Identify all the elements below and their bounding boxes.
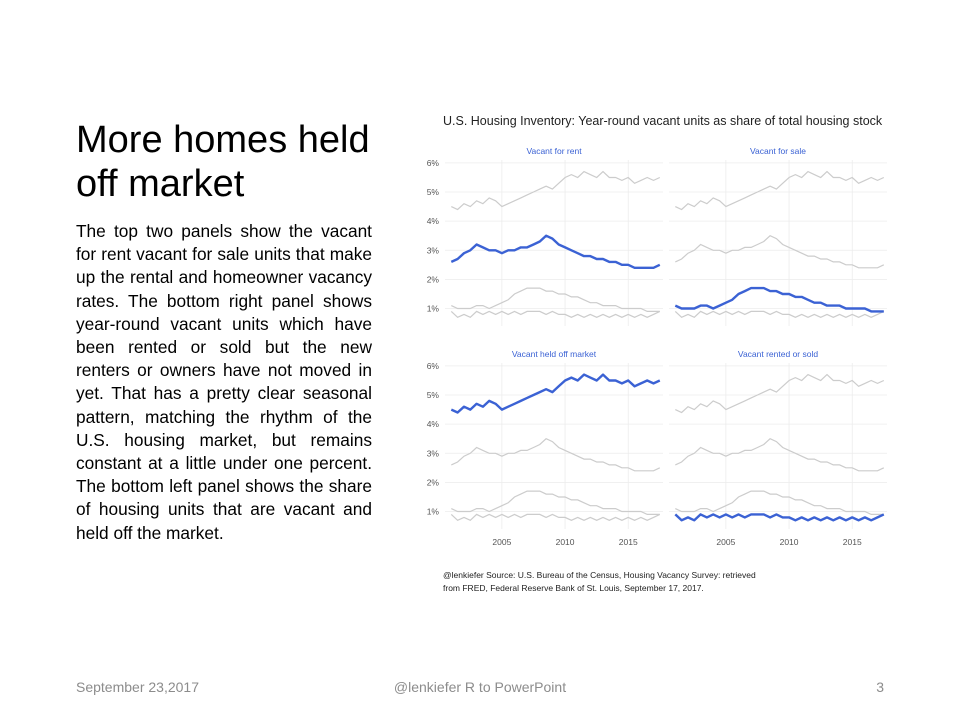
vacant-for-rent-highlight-line [450,234,661,270]
vacant-for-rent-ytick-1: 1% [427,304,440,314]
vacant-rented-or-sold-xtick-2015: 2015 [843,537,862,547]
vacant-rented-or-sold-xtick-2010: 2010 [780,537,799,547]
vacant-for-rent-ytick-2: 2% [427,274,440,284]
vacant-for-rent-panel-title: Vacant for rent [526,146,582,156]
vacant-held-off-market-ytick-5: 5% [427,390,440,400]
vacant-for-sale-highlight-line [674,286,884,313]
vacant-for-sale-context-line-0 [675,234,885,269]
slide-number: 3 [876,679,884,695]
housing-vacancy-chart: U.S. Housing Inventory: Year-round vacan… [410,105,910,615]
vacant-for-rent-context-line-2 [451,170,661,211]
vacant-held-off-market-xtick-2010: 2010 [556,537,575,547]
vacant-held-off-market-ytick-4: 4% [427,419,440,429]
vacant-rented-or-sold-xtick-2005: 2005 [716,537,735,547]
vacant-for-rent-ytick-3: 3% [427,245,440,255]
vacant-held-off-market-highlight-line [450,373,661,414]
vacant-for-sale-context-line-2 [675,170,885,211]
footer-center-text: @lenkiefer R to PowerPoint [393,679,567,695]
vacant-held-off-market-xtick-2015: 2015 [619,537,638,547]
vacant-rented-or-sold-panel-title: Vacant rented or sold [738,349,818,359]
chart-title: U.S. Housing Inventory: Year-round vacan… [443,114,883,128]
vacant-rented-or-sold-highlight-line [674,513,885,522]
vacant-rented-or-sold-context-line-2 [675,373,885,414]
vacant-rented-or-sold-context-line-0 [675,437,885,472]
vacant-for-rent-context-line-3 [450,310,661,319]
vacant-for-rent-context-line-1 [451,287,660,312]
vacant-for-rent-ytick-4: 4% [427,216,440,226]
footer-date: September 23,2017 [76,679,199,695]
vacant-held-off-market-panel-title: Vacant held off market [512,349,597,359]
slide-body-text: The top two panels show the vacant for r… [76,221,372,543]
vacant-held-off-market-ytick-2: 2% [427,477,440,487]
vacant-held-off-market-ytick-1: 1% [427,507,440,517]
vacant-held-off-market-ytick-3: 3% [427,448,440,458]
vacant-for-rent-ytick-6: 6% [427,158,440,168]
vacant-held-off-market-context-line-3 [450,513,661,522]
vacant-held-off-market-context-line-1 [451,490,660,515]
chart-caption-line1: @lenkiefer Source: U.S. Bureau of the Ce… [443,570,756,580]
vacant-held-off-market-context-line-0 [451,437,661,472]
vacant-held-off-market-ytick-6: 6% [427,361,440,371]
vacant-rented-or-sold-context-line-1 [675,490,884,515]
vacant-held-off-market-xtick-2005: 2005 [492,537,511,547]
vacant-for-sale-context-line-3 [674,310,885,319]
chart-svg: U.S. Housing Inventory: Year-round vacan… [427,114,887,593]
vacant-for-sale-panel-title: Vacant for sale [750,146,806,156]
vacant-for-rent-ytick-5: 5% [427,187,440,197]
chart-caption-line2: from FRED, Federal Reserve Bank of St. L… [443,583,704,593]
slide-title: More homes held off market [76,119,370,205]
